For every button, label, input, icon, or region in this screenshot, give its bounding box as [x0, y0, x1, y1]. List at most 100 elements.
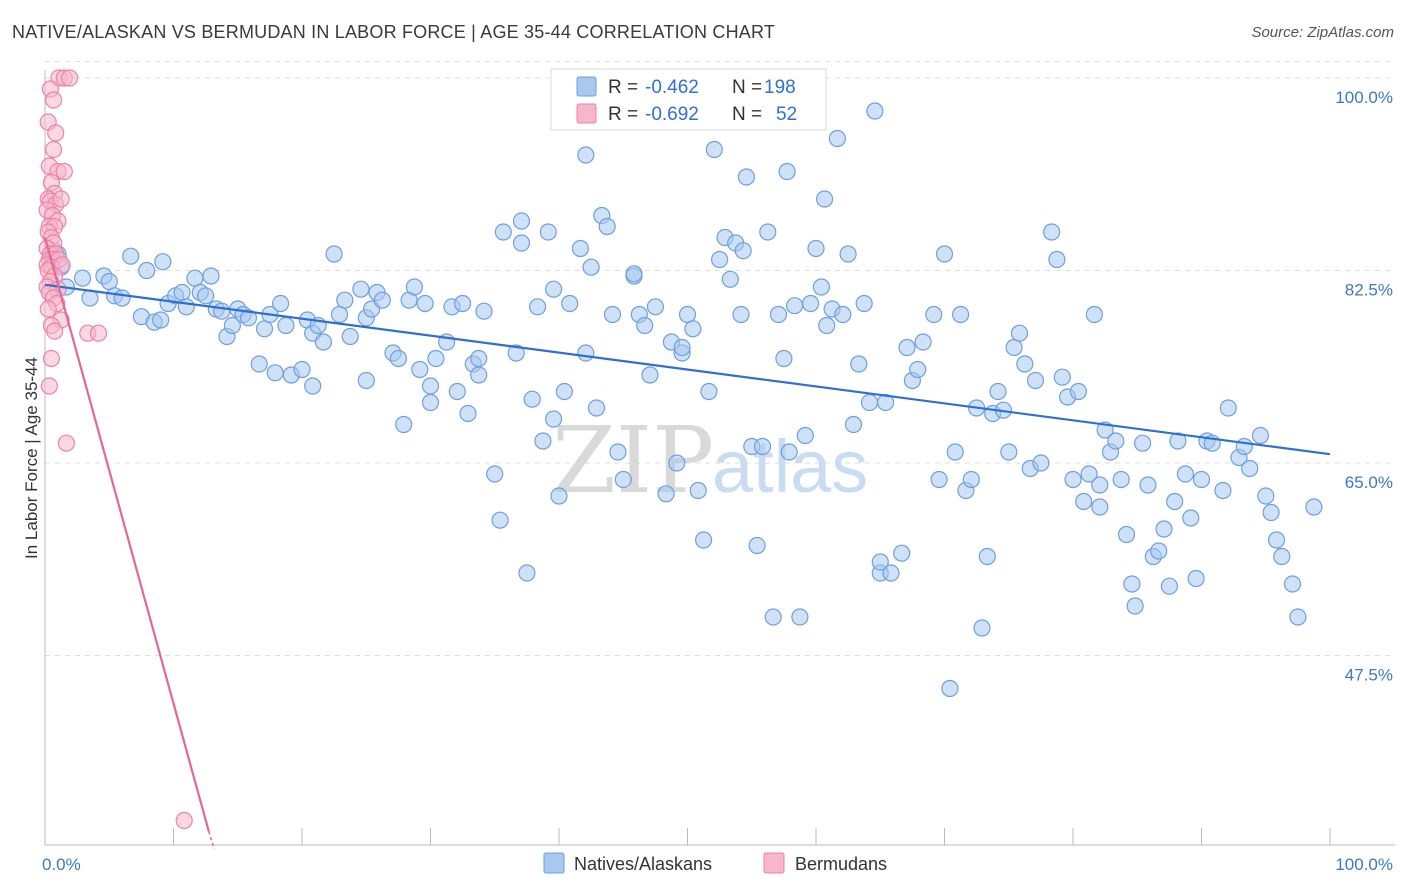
natives-point-104 [700, 382, 718, 401]
natives-point-184 [1139, 476, 1157, 494]
natives-point-198 [1219, 399, 1237, 417]
natives-point-164 [1032, 454, 1050, 472]
natives-point-167 [1053, 368, 1071, 386]
natives-point-120 [780, 443, 798, 461]
natives-point-156 [989, 382, 1007, 401]
natives-point-115 [753, 437, 772, 456]
natives-point-203 [1257, 487, 1275, 505]
natives-point-30 [239, 309, 258, 327]
natives-point-27 [223, 316, 241, 335]
bermudans-point-47 [89, 324, 108, 342]
natives-point-15 [154, 253, 172, 271]
natives-point-89 [609, 443, 627, 461]
natives-point-71 [507, 344, 525, 362]
legend-r-label-bermudans: R = [608, 104, 638, 125]
bermudans-point-4 [44, 91, 63, 109]
natives-point-110 [732, 305, 750, 324]
natives-point-34 [266, 364, 284, 382]
trend-lines [43, 237, 1331, 850]
natives-point-187 [1155, 520, 1173, 538]
natives-point-221 [395, 415, 413, 434]
natives-point-19 [177, 298, 195, 316]
natives-point-174 [1091, 476, 1109, 494]
bottom-legend-swatch-bermudans [763, 852, 785, 874]
y-tick-label-1: 65.0% [1345, 473, 1393, 492]
natives-point-193 [1187, 569, 1205, 588]
natives-point-151 [962, 470, 980, 489]
natives-point-123 [796, 426, 814, 445]
natives-point-197 [1214, 481, 1232, 500]
natives-point-116 [759, 223, 777, 241]
natives-point-93 [636, 316, 654, 335]
watermark-atlas: atlas [712, 425, 868, 508]
natives-point-55 [405, 278, 423, 296]
natives-point-22 [197, 287, 215, 305]
natives-point-190 [1169, 432, 1187, 450]
natives-point-69 [491, 511, 509, 529]
natives-point-96 [657, 485, 675, 503]
natives-point-169 [1064, 470, 1082, 489]
natives-point-94 [641, 366, 659, 384]
natives-point-103 [694, 531, 713, 549]
natives-point-223 [544, 410, 563, 428]
natives-point-186 [1150, 542, 1168, 560]
natives-point-105 [705, 140, 723, 159]
natives-point-126 [812, 278, 831, 296]
natives-point-209 [1305, 498, 1323, 516]
natives-point-161 [1016, 355, 1034, 373]
natives-point-77 [539, 223, 557, 241]
natives-point-42 [314, 333, 332, 351]
natives-point-75 [528, 298, 547, 316]
natives-point-179 [1112, 470, 1130, 489]
natives-point-135 [866, 102, 884, 120]
natives-point-106 [710, 250, 729, 269]
natives-point-170 [1069, 382, 1088, 401]
natives-point-207 [1283, 575, 1302, 593]
natives-point-194 [1192, 470, 1211, 489]
natives-point-36 [277, 316, 295, 335]
bottom-legend-swatch-natives [543, 852, 565, 874]
natives-point-181 [1123, 575, 1141, 593]
bermudans-point-6 [47, 124, 65, 142]
natives-point-87 [598, 217, 616, 236]
natives-point-213 [673, 338, 691, 357]
natives-point-74 [523, 390, 541, 408]
bermudans-trend-extension [208, 831, 215, 850]
natives-point-125 [807, 239, 825, 258]
x-tick-label-0: 0.0% [42, 855, 81, 874]
legend-swatch-natives [576, 76, 597, 97]
natives-point-183 [1133, 434, 1152, 452]
natives-point-121 [785, 297, 804, 315]
natives-point-59 [427, 349, 445, 368]
natives-point-78 [544, 280, 563, 298]
natives-points [44, 102, 1323, 698]
natives-point-98 [668, 454, 686, 472]
natives-point-76 [534, 432, 552, 450]
natives-point-154 [978, 547, 996, 566]
natives-point-222 [304, 377, 322, 395]
natives-point-114 [748, 536, 766, 555]
natives-point-122 [791, 608, 809, 626]
natives-point-180 [1117, 525, 1136, 544]
natives-point-204 [1262, 503, 1280, 522]
natives-point-139 [893, 544, 911, 562]
natives-point-9 [113, 289, 131, 307]
natives-point-117 [764, 608, 782, 626]
bermudans-point-48 [42, 349, 61, 368]
natives-point-80 [555, 382, 574, 401]
natives-point-124 [801, 294, 820, 313]
natives-point-81 [561, 294, 579, 313]
natives-point-90 [614, 470, 632, 489]
legend-n-label-natives: N = [732, 77, 762, 98]
natives-point-32 [255, 320, 274, 338]
natives-point-47 [352, 280, 370, 298]
legend-r-value-natives: -0.462 [645, 77, 699, 98]
natives-point-57 [416, 294, 434, 313]
natives-point-95 [646, 298, 665, 316]
natives-point-182 [1126, 597, 1144, 615]
natives-point-160 [1010, 324, 1029, 342]
natives-point-112 [737, 168, 756, 186]
natives-point-111 [734, 242, 752, 260]
legend-n-value-natives: 198 [764, 77, 796, 98]
natives-point-12 [138, 261, 156, 280]
